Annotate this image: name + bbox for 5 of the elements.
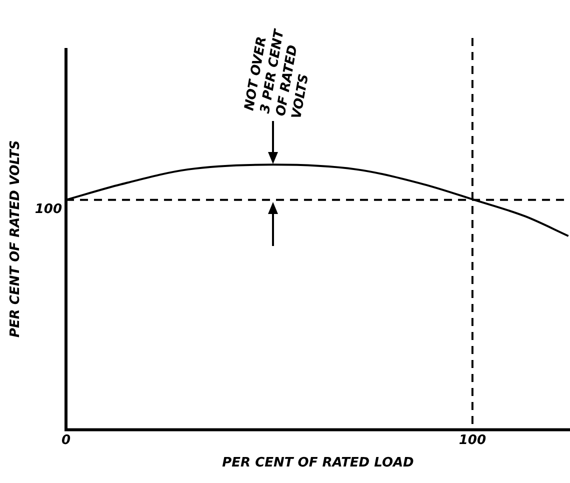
y-axis-title: PER CENT OF RATED VOLTS bbox=[8, 140, 24, 338]
annotation: NOT OVER 3 PER CENT OF RATED VOLTS bbox=[242, 27, 312, 120]
text: 100 bbox=[34, 202, 62, 217]
x-axis-title: PER CENT OF RATED LOAD bbox=[222, 456, 414, 471]
x-tick-label: 0 bbox=[61, 432, 71, 448]
